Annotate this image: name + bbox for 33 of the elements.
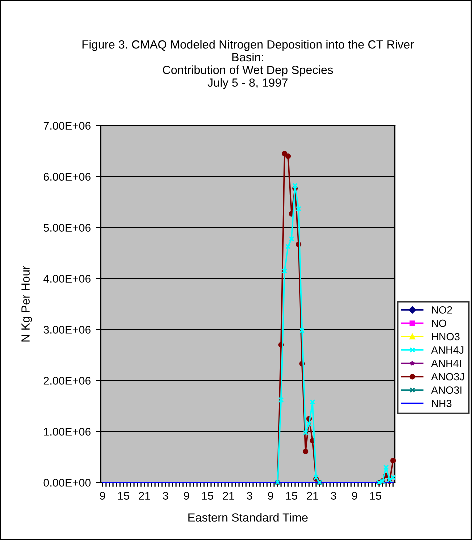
x-axis-title: Eastern Standard Time <box>188 513 308 522</box>
x-tick-label: 15 <box>370 492 382 500</box>
y-tick-label: 3.00E+06 <box>44 326 91 334</box>
y-axis-title: N Kg Per Hour <box>22 266 32 342</box>
x-tick-label: 21 <box>223 492 234 500</box>
chart-title: Figure 3. CMAQ Modeled Nitrogen Deposition into the CT River Basin: Contribution of Wet Dep Species July 5 - 8, 1997 <box>82 40 414 90</box>
legend-label: ANO3I <box>431 386 462 394</box>
legend-label: HNO3 <box>432 333 460 341</box>
y-tick-label: 1.00E+06 <box>44 428 91 436</box>
x-tick-label: 3 <box>247 492 252 500</box>
x-tick-label: 3 <box>163 492 168 500</box>
y-tick-label: 6.00E+06 <box>44 173 91 181</box>
x-tick-label: 15 <box>202 492 214 500</box>
legend-label: NO2 <box>432 306 452 314</box>
legend-label: NO <box>432 320 446 328</box>
legend-label: NH3 <box>432 400 452 408</box>
x-tick-label: 15 <box>118 492 130 500</box>
y-tick-label: 7.00E+06 <box>44 122 91 130</box>
x-tick-label: 21 <box>307 492 318 500</box>
y-tick-label: 2.00E+06 <box>44 377 91 385</box>
x-tick-label: 9 <box>100 492 106 500</box>
legend-label: ANH4J <box>431 346 464 354</box>
x-tick-label: 3 <box>331 492 336 500</box>
x-tick-label: 21 <box>139 492 150 500</box>
legend-label: ANH4I <box>431 360 462 368</box>
legend-label: ANO3J <box>431 373 464 381</box>
y-tick-label: 4.00E+06 <box>44 275 91 283</box>
x-tick-label: 9 <box>184 492 190 500</box>
x-tick-label: 9 <box>352 492 358 500</box>
x-tick-label: 9 <box>268 492 274 500</box>
y-tick-label: 5.00E+06 <box>44 224 91 232</box>
x-tick-label: 15 <box>286 492 298 500</box>
y-tick-label: 0.00E+00 <box>44 479 91 487</box>
